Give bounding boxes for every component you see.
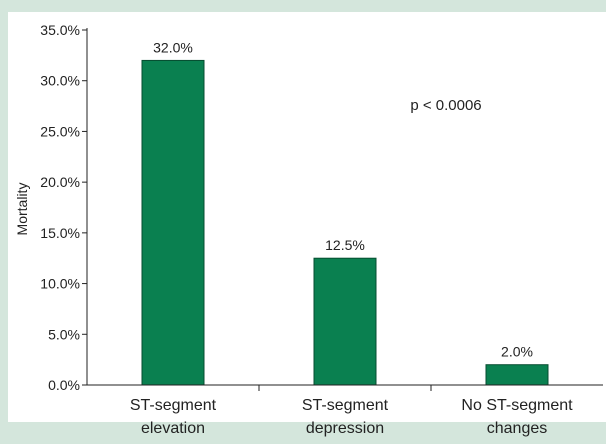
x-category-label-line: ST-segment (302, 397, 389, 414)
y-tick-label-7: 35.0% (40, 22, 80, 38)
bar-2 (313, 257, 377, 386)
bar-3 (485, 364, 549, 386)
y-axis-label: Mortality (14, 183, 30, 236)
x-category-label-2: ST-segment depression (302, 397, 389, 437)
bar-value-label-1: 32.0% (153, 39, 193, 55)
y-tick-label-0: 0.0% (48, 377, 80, 393)
p-value-annotation: p < 0.0006 (410, 97, 481, 114)
y-tick-label-3: 15.0% (40, 225, 80, 241)
bar-value-label-2: 12.5% (325, 237, 365, 253)
bar-1 (141, 59, 205, 386)
x-category-label-1: ST-segment elevation (130, 397, 217, 437)
plot-area (8, 12, 606, 422)
x-category-label-line: elevation (141, 420, 205, 437)
y-tick-label-4: 20.0% (40, 174, 80, 190)
y-tick-label-2: 10.0% (40, 276, 80, 292)
value-labels: 32.0% 12.5% 2.0% (153, 39, 533, 359)
bars (141, 59, 549, 386)
y-tick-label-5: 25.0% (40, 123, 80, 139)
x-category-label-line: ST-segment (130, 397, 217, 414)
x-category-label-line: changes (487, 420, 548, 437)
y-tick-label-6: 30.0% (40, 73, 80, 89)
x-category-label-3: No ST-segment changes (461, 397, 573, 437)
x-axis: ST-segment elevation ST-segment depression N… (82, 384, 603, 437)
y-axis: 0.0% 5.0% 10.0% 15.0% 20.0% 25.0% 30.0% 35.0% (40, 22, 88, 393)
y-tick-label-1: 5.0% (48, 326, 80, 342)
x-category-label-line: No ST-segment (461, 397, 573, 414)
x-category-label-line: depression (306, 420, 384, 437)
bar-value-label-3: 2.0% (501, 344, 533, 360)
